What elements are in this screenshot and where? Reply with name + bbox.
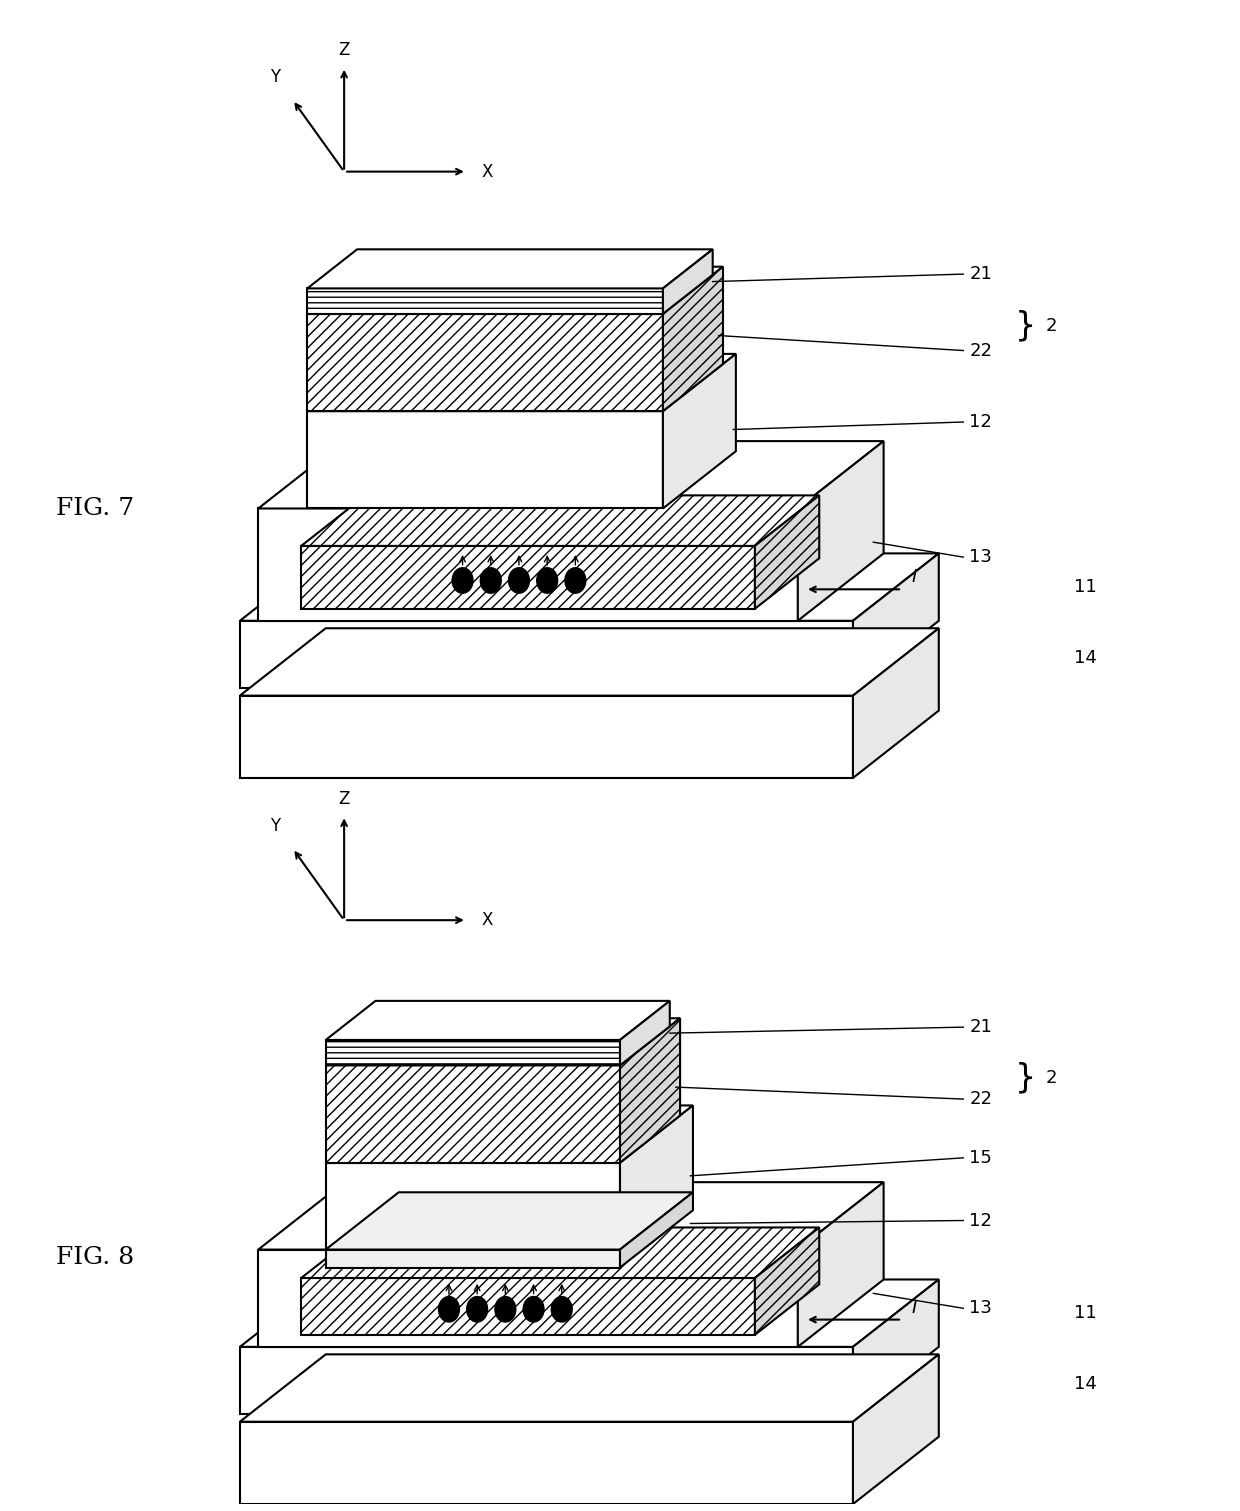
Text: FIG. 8: FIG. 8 — [56, 1245, 134, 1269]
Polygon shape — [308, 314, 663, 411]
Text: 12: 12 — [970, 1212, 992, 1230]
Circle shape — [565, 568, 585, 594]
Polygon shape — [755, 1227, 820, 1334]
Text: 21: 21 — [970, 264, 992, 283]
Text: 13: 13 — [970, 548, 992, 567]
Polygon shape — [620, 1106, 693, 1250]
Text: FIG. 7: FIG. 7 — [56, 497, 134, 520]
Polygon shape — [239, 553, 939, 621]
Text: X: X — [481, 163, 492, 181]
Polygon shape — [308, 411, 663, 509]
Polygon shape — [326, 1018, 680, 1065]
Polygon shape — [301, 496, 820, 545]
Text: 11: 11 — [1074, 1304, 1096, 1322]
Text: 2: 2 — [1045, 1068, 1056, 1086]
Polygon shape — [239, 1422, 853, 1503]
Polygon shape — [853, 1280, 939, 1414]
Text: 12: 12 — [970, 413, 992, 431]
Polygon shape — [326, 1250, 620, 1268]
Text: 22: 22 — [970, 341, 992, 360]
Circle shape — [537, 568, 558, 594]
Polygon shape — [755, 496, 820, 609]
Polygon shape — [326, 1106, 693, 1162]
Polygon shape — [239, 629, 939, 695]
Text: Z: Z — [339, 41, 350, 59]
Circle shape — [552, 1296, 572, 1322]
Circle shape — [508, 568, 529, 594]
Text: 14: 14 — [1074, 1375, 1096, 1393]
Polygon shape — [258, 441, 884, 509]
Polygon shape — [239, 1280, 939, 1346]
Text: 15: 15 — [970, 1148, 992, 1166]
Polygon shape — [308, 249, 713, 289]
Text: I: I — [911, 568, 918, 586]
Text: }: } — [1014, 310, 1037, 343]
Polygon shape — [301, 1227, 820, 1278]
Polygon shape — [326, 1162, 620, 1250]
Polygon shape — [326, 1192, 693, 1250]
Polygon shape — [239, 621, 853, 688]
Polygon shape — [663, 267, 723, 411]
Text: 14: 14 — [1074, 648, 1096, 666]
Polygon shape — [663, 249, 713, 314]
Circle shape — [495, 1296, 516, 1322]
Text: 2: 2 — [1045, 317, 1056, 335]
Text: }: } — [1014, 1061, 1037, 1094]
Text: I: I — [911, 1298, 918, 1316]
Text: X: X — [481, 911, 492, 929]
Polygon shape — [301, 1278, 755, 1334]
Polygon shape — [663, 354, 735, 509]
Polygon shape — [308, 267, 723, 314]
Circle shape — [523, 1296, 544, 1322]
Polygon shape — [239, 1346, 853, 1414]
Polygon shape — [239, 695, 853, 778]
Text: 11: 11 — [1074, 579, 1096, 595]
Polygon shape — [326, 1065, 620, 1162]
Text: Y: Y — [270, 68, 280, 86]
Polygon shape — [258, 1250, 797, 1346]
Polygon shape — [308, 289, 663, 314]
Circle shape — [439, 1296, 459, 1322]
Polygon shape — [853, 629, 939, 778]
Polygon shape — [620, 1018, 680, 1162]
Polygon shape — [258, 509, 797, 621]
Polygon shape — [301, 545, 755, 609]
Text: 21: 21 — [970, 1018, 992, 1037]
Polygon shape — [620, 1192, 693, 1268]
Polygon shape — [239, 1354, 939, 1422]
Text: 22: 22 — [970, 1089, 992, 1108]
Text: Z: Z — [339, 790, 350, 808]
Polygon shape — [797, 1182, 884, 1346]
Polygon shape — [326, 1040, 620, 1065]
Circle shape — [480, 568, 501, 594]
Polygon shape — [326, 1000, 670, 1040]
Polygon shape — [308, 354, 735, 411]
Polygon shape — [620, 1000, 670, 1065]
Circle shape — [466, 1296, 487, 1322]
Text: 13: 13 — [970, 1299, 992, 1318]
Polygon shape — [258, 1182, 884, 1250]
Polygon shape — [853, 553, 939, 688]
Text: Y: Y — [270, 817, 280, 836]
Circle shape — [453, 568, 472, 594]
Polygon shape — [853, 1354, 939, 1503]
Polygon shape — [797, 441, 884, 621]
